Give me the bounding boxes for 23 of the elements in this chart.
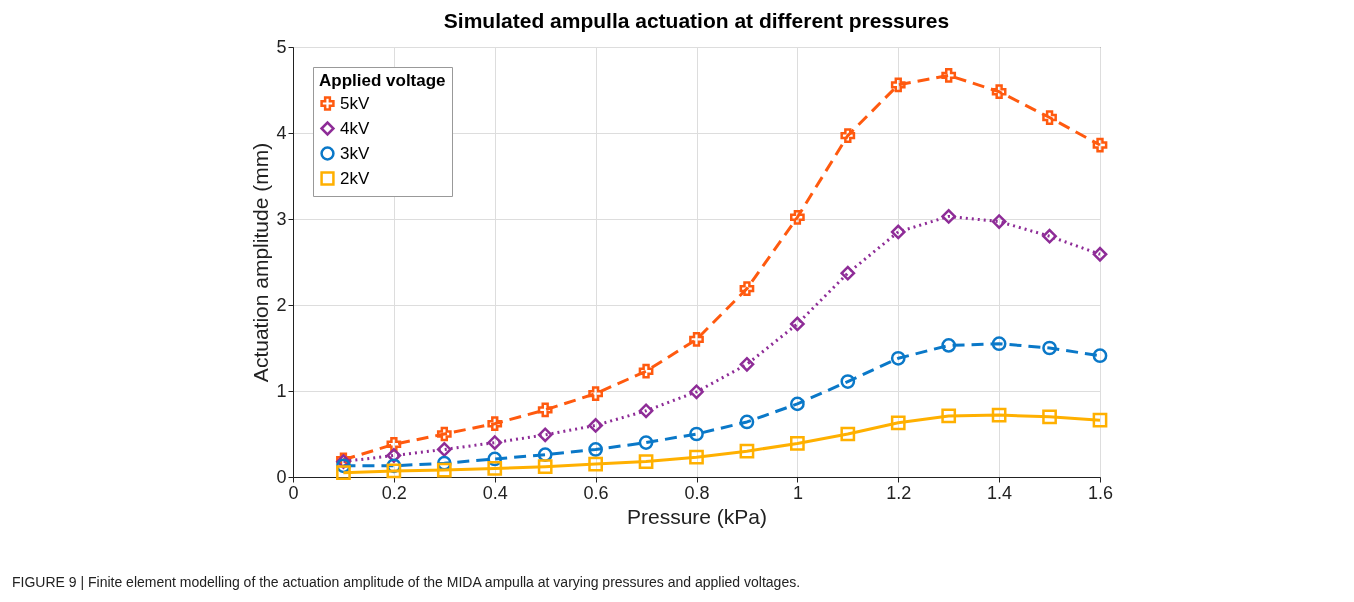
legend-label: 3kV	[340, 143, 370, 163]
x-tick-label: 1	[792, 482, 803, 503]
y-tick-label: 2	[276, 294, 287, 315]
legend-label: 5kV	[340, 93, 370, 113]
caption: FIGURE 9 | Finite element modelling of the actuation amplitude of the MIDA ampulla at varying pressures and applied voltages.	[12, 574, 801, 590]
legend-label: 2kV	[340, 168, 370, 188]
y-tick-label: 1	[276, 380, 287, 401]
legend-label: 4kV	[340, 118, 370, 138]
x-tick-label: 0.4	[482, 482, 508, 503]
y-tick-label: 0	[276, 466, 287, 487]
x-tick-label: 1.4	[987, 482, 1013, 503]
y-tick-label: 5	[276, 36, 287, 57]
x-tick-label: 0.6	[583, 482, 609, 503]
x-tick-label: 0.8	[684, 482, 710, 503]
y-axis-title: Actuation amplitude (mm)	[249, 142, 273, 383]
x-tick-label: 0.2	[381, 482, 407, 503]
chart-title: Simulated ampulla actuation at different pressures	[443, 9, 950, 32]
y-tick-label: 3	[276, 208, 287, 229]
x-tick-label: 1.6	[1087, 482, 1114, 503]
x-axis-title: Pressure (kPa)	[626, 504, 768, 528]
y-tick-label: 4	[276, 122, 287, 143]
legend-title: Applied voltage	[319, 71, 446, 90]
x-tick-label: 1.2	[886, 482, 912, 503]
